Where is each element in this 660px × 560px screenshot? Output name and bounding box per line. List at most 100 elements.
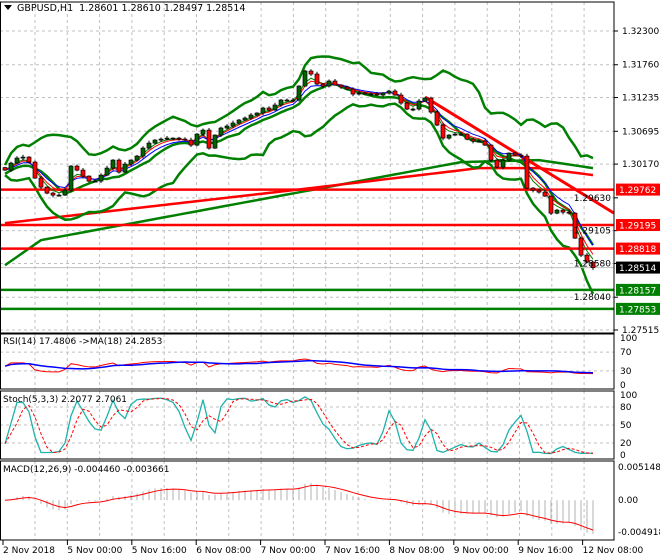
candle-body [134,155,140,161]
rsi-line [4,358,594,375]
candle-body [518,154,524,157]
candle-body [392,90,398,96]
candle-body [146,142,152,149]
ohlc-low: 1.28497 [163,3,204,14]
candle-body [566,211,572,214]
main-panel-border [0,1,615,334]
price-marker-label: 1.29762 [619,186,656,196]
bollinger-lower-line [4,102,595,295]
candle-body [266,107,272,111]
candle-body [176,137,182,140]
candle-body [224,125,230,129]
candle-body [452,133,458,136]
rsi-axis-label: 30 [620,367,632,377]
macd-signal-line [4,484,594,531]
candle-body [254,112,260,116]
candle-body [122,163,128,173]
stoch-signal-line [4,398,594,454]
time-axis-label: 6 Nov 08:00 [196,546,251,556]
candle-body [8,162,14,171]
stoch-main-line [4,396,594,455]
candle-body [368,93,374,96]
candle-body [50,192,56,196]
price-tick-label: 1.31760 [622,61,659,71]
candle-body [290,99,296,102]
candle-body [230,122,236,127]
candle-body [296,85,302,101]
candle-body [20,156,26,159]
time-axis-label: 8 Nov 08:00 [389,546,444,556]
candle-body [494,159,500,168]
candle-body [260,107,266,114]
stoch-axis-label: 80 [620,403,632,413]
macd-axis-label: -0.004918 [618,528,660,538]
macd-label: MACD(12,26,9) -0.004460 -0.003661 [3,465,170,475]
candle-body [164,137,170,140]
candle-body [362,92,368,95]
time-axis-label: 9 Nov 00:00 [454,546,509,556]
candle-body [140,147,146,157]
price-marker-box [616,261,660,274]
candle-body [62,189,68,196]
rsi-axis-label: 100 [620,334,637,344]
chart-title: GBPUSD,H1 1.28601 1.28610 1.28497 1.2851… [4,3,245,14]
candle-body [128,159,134,165]
candle-body [278,99,284,106]
candle-body [56,194,62,197]
rsi-panel-border [0,333,615,390]
ohlc-close: 1.28514 [206,3,246,14]
slow-ma-red-line [4,166,594,225]
candle-body [440,124,446,139]
candle-body [560,209,566,213]
candle-body [218,127,224,136]
candle-body [32,161,38,179]
candle-body [356,92,362,95]
stoch-label: Stoch(5,3,3) 2.2077 2.7061 [3,395,128,405]
time-axis-label: 5 Nov 00:00 [67,546,122,556]
ohlc-open: 1.28601 [79,3,119,14]
candle-body [590,261,596,268]
candle-body [554,209,560,214]
candle-body [320,83,326,87]
time-axis-label: 7 Nov 00:00 [261,546,316,556]
candle-body [38,177,44,188]
candle-body [398,94,404,104]
candle-body [158,138,164,141]
candle-body [350,88,356,95]
price-tick-label: 1.29630 [574,194,611,204]
price-marker-label: 1.28818 [619,245,656,255]
macd-panel-border [0,460,615,541]
price-tick-label: 1.28040 [574,293,611,303]
candle-body [476,140,482,143]
rsi-label: RSI(14) 17.4806 ->MA(18) 24.2853 [3,337,163,347]
price-marker-box [616,219,660,232]
candle-body [2,167,8,171]
candle-body [482,140,488,146]
candle-body [92,180,98,183]
candle-body [380,92,386,96]
time-axis-label: 5 Nov 16:00 [132,546,187,556]
candle-body [404,102,410,110]
price-marker-box [616,283,660,296]
time-axis-label: 2 Nov 2018 [3,546,55,556]
price-tick-label: 1.30695 [622,127,659,137]
candle-body [80,169,86,177]
stoch-axis-label: 50 [620,421,632,431]
rsi-axis-label: 70 [620,348,632,358]
candle-body [416,100,422,110]
candle-body [512,152,518,156]
candle-body [152,139,158,144]
candle-body [284,99,290,102]
candle-body [26,156,32,163]
price-tick-label: 1.28580 [574,259,611,269]
candle-body [14,157,20,164]
candle-body [326,80,332,87]
candle-body [332,80,338,86]
collapse-triangle-icon[interactable] [4,5,12,10]
candle-body [248,114,254,119]
candle-body [242,117,248,121]
candle-body [86,175,92,182]
candle-body [458,133,464,136]
candle-body [200,129,206,135]
